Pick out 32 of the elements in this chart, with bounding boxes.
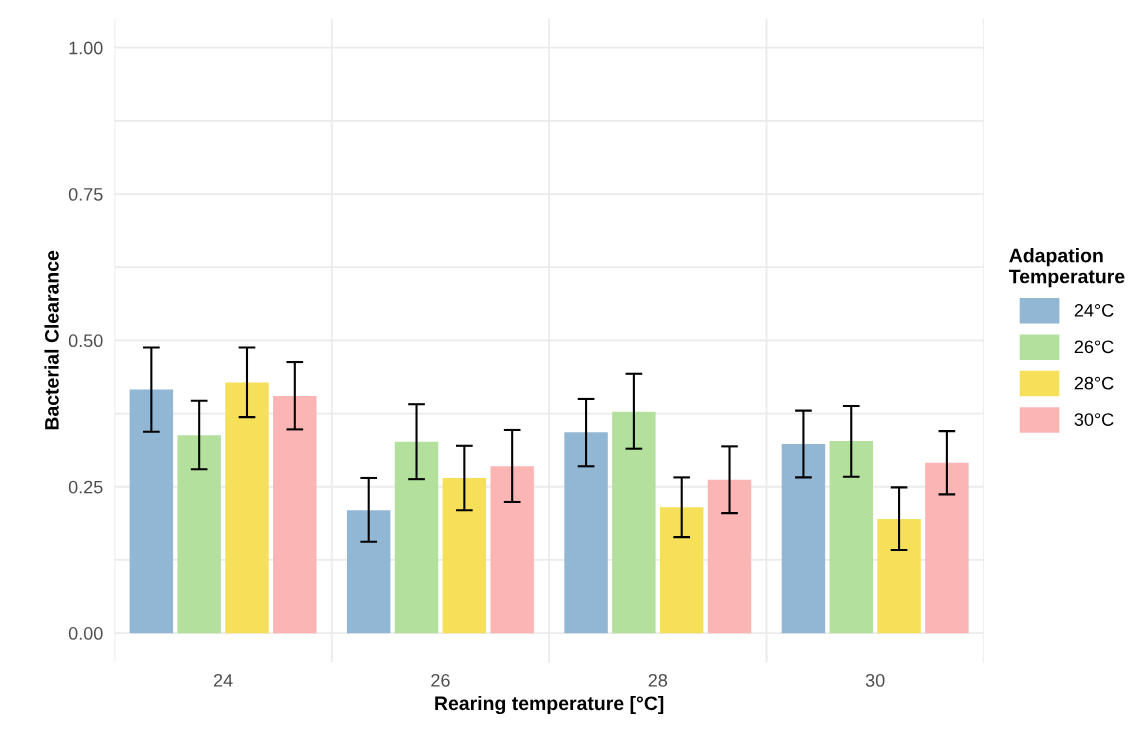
bar: [442, 477, 487, 634]
bar: [490, 466, 534, 634]
legend-label: 30°C: [1074, 413, 1114, 426]
x-tick-label: 24: [213, 673, 233, 687]
x-tick-label: 28: [648, 673, 668, 687]
bar: [877, 518, 921, 634]
bar: [177, 435, 221, 634]
legend-title: Adapation Temperature: [1009, 248, 1125, 288]
y-tick-label: 1.00: [69, 41, 103, 55]
legend-label: 26°C: [1074, 340, 1114, 354]
bar: [394, 441, 439, 634]
legend-label: 24°C: [1074, 303, 1114, 317]
bar: [659, 507, 704, 634]
y-tick-label: 0.00: [68, 627, 103, 640]
bar: [225, 382, 269, 634]
legend-label: 28°C: [1074, 376, 1114, 390]
x-tick-label: 26: [431, 673, 450, 687]
bar: [925, 462, 969, 634]
bar: [707, 479, 752, 634]
y-tick-label: 0.25: [68, 480, 103, 494]
x-axis-title: Rearing temperature [°C]: [435, 695, 664, 715]
x-tick-label: 30: [865, 673, 885, 687]
bar: [612, 411, 656, 634]
bar: [829, 441, 873, 634]
bar: [273, 396, 317, 634]
y-tick-label: 0.50: [68, 334, 103, 348]
bar: [346, 510, 391, 634]
bar: [129, 389, 174, 634]
y-axis-title: Bacterial Clearance: [44, 250, 59, 430]
bar: [564, 432, 608, 634]
y-tick-label: 0.75: [68, 187, 103, 201]
bar: [781, 444, 826, 634]
